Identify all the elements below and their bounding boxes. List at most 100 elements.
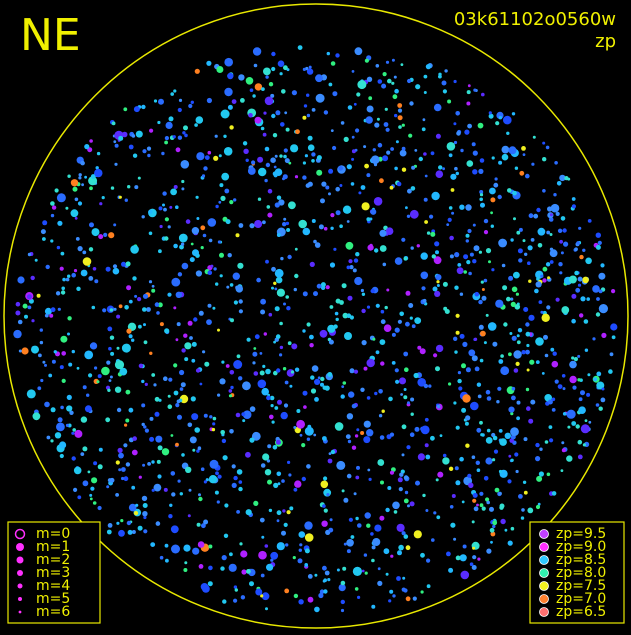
star-dot <box>394 257 403 265</box>
star-dot <box>548 425 553 429</box>
star-dot <box>267 188 273 194</box>
star-dot <box>328 192 331 196</box>
star-dot <box>209 459 219 469</box>
star-dot <box>257 197 262 201</box>
star-dot <box>240 98 245 103</box>
star-dot <box>157 120 161 125</box>
star-dot <box>382 72 387 77</box>
star-dot <box>515 361 520 366</box>
star-dot <box>54 188 59 193</box>
star-dot <box>123 476 129 482</box>
star-dot <box>354 587 359 591</box>
star-dot <box>382 262 387 267</box>
star-dot <box>483 476 489 481</box>
star-dot <box>314 378 321 385</box>
star-dot <box>465 233 470 238</box>
star-dot <box>117 447 123 453</box>
star-dot <box>189 436 197 444</box>
star-dot <box>510 238 514 242</box>
star-dot <box>471 142 476 147</box>
star-dot <box>582 276 589 284</box>
star-dot <box>272 133 278 138</box>
star-dot <box>561 306 570 314</box>
star-dot <box>423 197 428 202</box>
star-dot <box>219 183 224 188</box>
star-dot <box>596 381 605 390</box>
star-dot <box>517 328 523 333</box>
star-dot <box>513 368 519 373</box>
star-dot <box>488 260 491 264</box>
star-dot <box>582 443 587 447</box>
star-dot <box>476 468 481 473</box>
star-dot <box>480 433 484 437</box>
star-dot <box>148 209 153 214</box>
star-dot <box>161 151 165 156</box>
magnitude-label: m=6 <box>36 604 70 620</box>
star-dot <box>480 280 484 284</box>
star-dot <box>469 562 474 566</box>
star-dot <box>530 238 535 242</box>
magnitude-swatch <box>17 570 23 576</box>
star-dot <box>549 249 558 258</box>
star-dot <box>307 144 315 151</box>
star-dot <box>214 490 219 495</box>
star-dot <box>221 360 225 364</box>
star-dot <box>577 439 583 445</box>
star-dot <box>72 428 76 432</box>
star-dot <box>296 409 301 413</box>
star-dot <box>600 263 605 268</box>
star-dot <box>131 338 135 342</box>
star-dot <box>436 284 440 287</box>
star-dot <box>342 381 347 385</box>
star-dot <box>245 158 249 162</box>
star-dot <box>355 516 359 521</box>
star-dot <box>394 166 398 171</box>
star-dot <box>24 314 28 319</box>
star-dot <box>579 313 584 318</box>
star-dot <box>143 515 147 520</box>
star-dot <box>98 447 103 452</box>
star-dot <box>309 343 314 348</box>
star-dot <box>264 544 269 548</box>
star-dot <box>66 405 73 412</box>
star-dot <box>401 453 405 457</box>
star-dot <box>313 291 318 297</box>
star-dot <box>142 503 148 508</box>
star-dot <box>406 445 411 450</box>
star-dot <box>283 148 288 153</box>
star-dot <box>110 351 115 356</box>
star-dot <box>496 400 500 404</box>
star-dot <box>274 154 278 158</box>
star-dot <box>324 385 330 391</box>
star-dot <box>340 608 345 613</box>
star-dot <box>39 340 44 345</box>
star-dot <box>171 277 181 287</box>
star-dot <box>121 467 126 472</box>
star-dot <box>431 254 436 259</box>
star-dot <box>294 247 298 251</box>
star-dot <box>525 349 530 355</box>
star-dot <box>549 260 554 264</box>
star-dot <box>154 411 160 417</box>
star-dot <box>387 78 392 84</box>
star-dot <box>164 217 169 222</box>
star-dot <box>407 188 412 194</box>
star-dot <box>344 332 352 340</box>
star-dot <box>109 335 115 340</box>
star-dot <box>571 318 576 324</box>
star-dot <box>332 145 337 151</box>
star-dot <box>274 268 284 278</box>
star-dot <box>413 372 419 379</box>
star-dot <box>90 342 98 350</box>
star-dot <box>304 533 314 542</box>
star-dot <box>498 238 507 248</box>
star-dot <box>276 195 282 200</box>
star-dot <box>173 363 178 368</box>
star-dot <box>167 404 173 410</box>
star-dot <box>236 510 241 514</box>
star-dot <box>283 65 288 71</box>
star-dot <box>357 523 362 528</box>
star-dot <box>207 150 212 155</box>
star-dot <box>490 540 493 544</box>
star-dot <box>161 448 170 456</box>
